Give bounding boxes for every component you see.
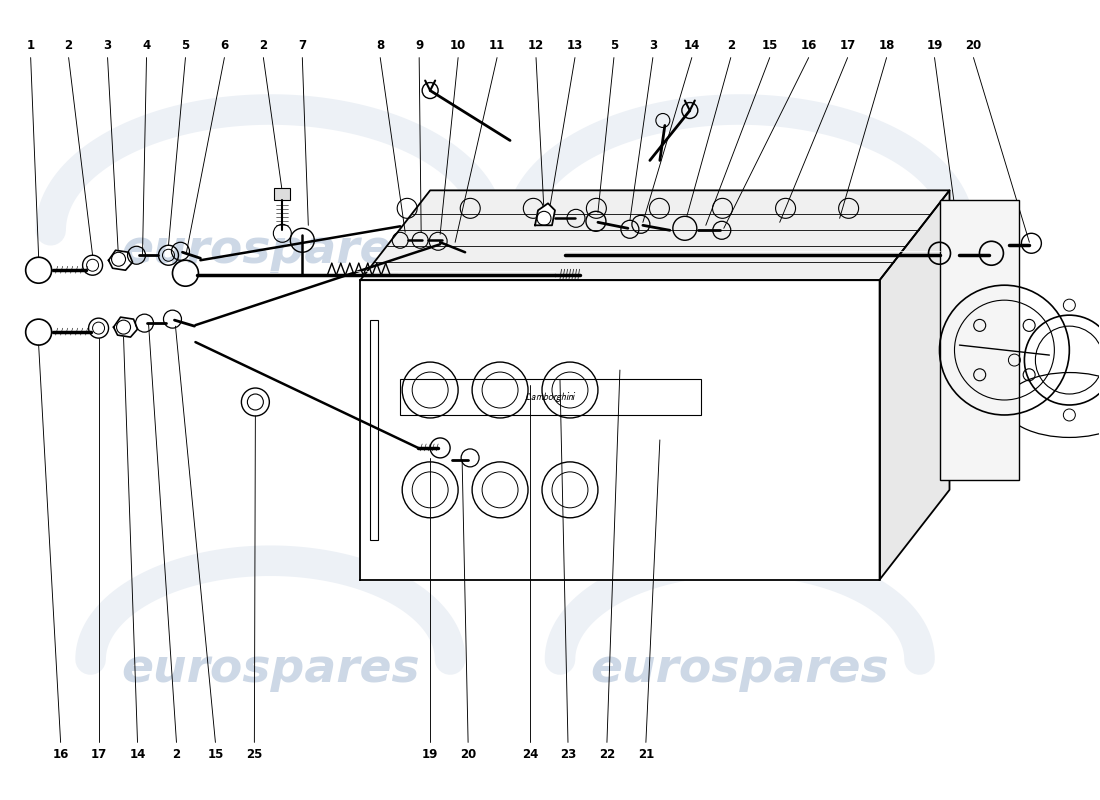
Text: 20: 20 xyxy=(460,748,476,761)
Text: 25: 25 xyxy=(246,748,263,761)
Text: 16: 16 xyxy=(801,39,817,52)
Text: $\mathcal{Lamborghini}$: $\mathcal{Lamborghini}$ xyxy=(525,390,578,404)
Text: 18: 18 xyxy=(879,39,894,52)
Polygon shape xyxy=(360,280,880,580)
Text: 8: 8 xyxy=(376,39,384,52)
Text: 1: 1 xyxy=(26,39,35,52)
Text: 5: 5 xyxy=(609,39,618,52)
Text: eurospares: eurospares xyxy=(121,228,420,273)
Text: 2: 2 xyxy=(260,39,267,52)
Text: 17: 17 xyxy=(90,748,107,761)
Text: 2: 2 xyxy=(173,748,180,761)
Text: 22: 22 xyxy=(598,748,615,761)
Polygon shape xyxy=(880,190,949,580)
Text: 19: 19 xyxy=(926,39,943,52)
Text: 9: 9 xyxy=(415,39,424,52)
Text: 2: 2 xyxy=(727,39,735,52)
Text: 14: 14 xyxy=(130,748,145,761)
Text: 23: 23 xyxy=(560,748,576,761)
Bar xyxy=(939,200,1020,480)
Polygon shape xyxy=(113,317,138,337)
Text: 20: 20 xyxy=(966,39,981,52)
Polygon shape xyxy=(109,250,132,270)
Ellipse shape xyxy=(1004,373,1100,438)
Text: 13: 13 xyxy=(566,39,583,52)
Text: 5: 5 xyxy=(182,39,189,52)
Polygon shape xyxy=(360,190,949,280)
Text: 7: 7 xyxy=(298,39,307,52)
Bar xyxy=(274,188,290,200)
Text: 14: 14 xyxy=(683,39,700,52)
Bar xyxy=(371,320,378,540)
Text: 21: 21 xyxy=(638,748,654,761)
Text: 17: 17 xyxy=(839,39,856,52)
Text: 24: 24 xyxy=(521,748,538,761)
Text: 3: 3 xyxy=(103,39,111,52)
Text: 6: 6 xyxy=(220,39,229,52)
Polygon shape xyxy=(535,203,556,226)
Bar xyxy=(400,379,702,415)
Text: 10: 10 xyxy=(450,39,466,52)
Text: 19: 19 xyxy=(422,748,438,761)
Text: 15: 15 xyxy=(761,39,778,52)
Text: eurospares: eurospares xyxy=(121,647,420,692)
Text: 2: 2 xyxy=(65,39,73,52)
Text: 16: 16 xyxy=(53,748,69,761)
Text: 4: 4 xyxy=(142,39,151,52)
Text: 15: 15 xyxy=(207,748,223,761)
Text: eurospares: eurospares xyxy=(591,647,889,692)
Text: eurospares: eurospares xyxy=(591,228,889,273)
Text: 3: 3 xyxy=(649,39,657,52)
Text: 11: 11 xyxy=(488,39,505,52)
Text: 12: 12 xyxy=(528,39,544,52)
